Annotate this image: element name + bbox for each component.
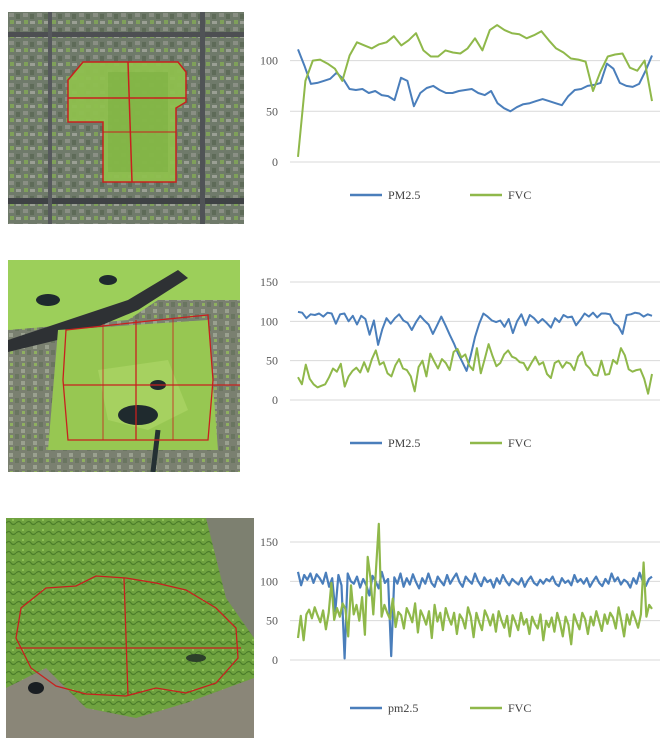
y-tick-label: 0 (272, 393, 278, 407)
series-line-fvc (297, 24, 653, 157)
legend-label: FVC (508, 701, 531, 715)
legend-label: pm2.5 (388, 701, 418, 715)
satellite-map-forest-mountain (6, 518, 254, 738)
y-tick-label: 0 (272, 155, 278, 169)
chart-2: 0 50 100 150 PM2.5 FVC (258, 260, 662, 472)
satellite-map-urban-park (8, 12, 244, 224)
park-boundary (67, 61, 187, 183)
park-boundary (62, 314, 214, 441)
y-tick-label: 0 (272, 653, 278, 667)
series-line-fvc (297, 343, 653, 395)
y-tick-label: 50 (266, 104, 278, 118)
legend-label: FVC (508, 188, 531, 202)
satellite-map-lake-park (8, 260, 240, 472)
chart-3: 0 50 100 150 pm2.5 FVC (258, 518, 662, 732)
legend-label: PM2.5 (388, 188, 420, 202)
y-tick-label: 50 (266, 614, 278, 628)
y-tick-label: 100 (260, 314, 278, 328)
chart-1: 0 50 100 PM2.5 FVC (258, 12, 662, 222)
series-line-pm2-5 (297, 49, 653, 113)
park-boundary (15, 575, 239, 697)
y-tick-label: 150 (260, 535, 278, 549)
y-tick-label: 150 (260, 275, 278, 289)
series-line-pm2-5 (296, 570, 653, 660)
y-tick-label: 100 (260, 574, 278, 588)
panel-2: 0 50 100 150 PM2.5 FVC (0, 248, 672, 478)
legend-label: FVC (508, 436, 531, 450)
series-line-pm2-5 (297, 310, 653, 372)
y-tick-label: 50 (266, 354, 278, 368)
panel-1: 0 50 100 PM2.5 FVC (0, 0, 672, 230)
series-line-fvc (296, 522, 653, 646)
y-tick-label: 100 (260, 54, 278, 68)
panel-3: 0 50 100 150 pm2.5 FVC (0, 506, 672, 738)
legend-label: PM2.5 (388, 436, 420, 450)
